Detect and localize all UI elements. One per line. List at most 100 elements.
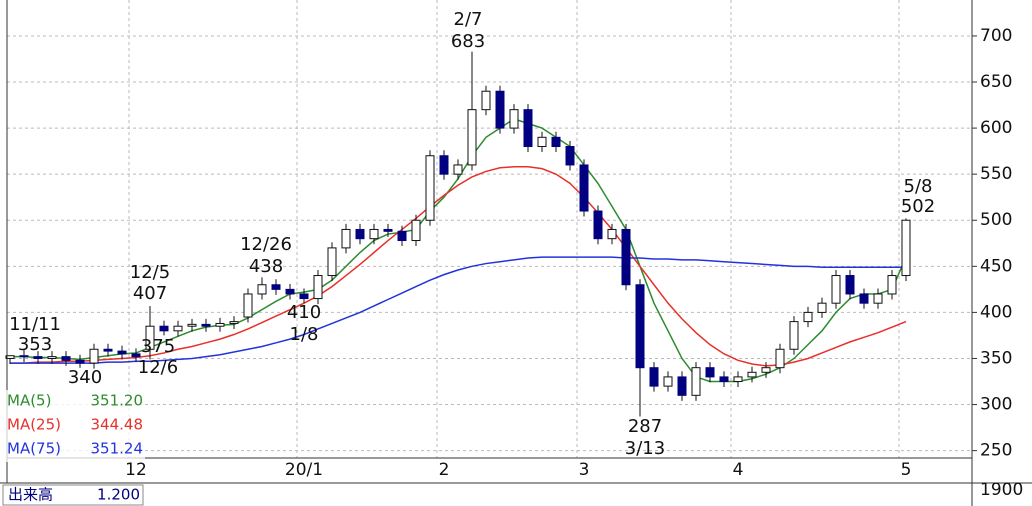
candle-body: [775, 348, 785, 369]
candle-body: [187, 323, 197, 327]
candle-body: [761, 367, 771, 373]
candle-body: [509, 109, 519, 129]
annotation-value: 438: [249, 256, 283, 277]
candle-body: [887, 275, 897, 295]
candle-body: [705, 367, 715, 378]
annotation-value: 407: [133, 283, 167, 304]
candle-body: [817, 302, 827, 313]
legend-value: 351.24: [91, 440, 144, 458]
y-tick-label: 500: [980, 210, 1012, 230]
candle-body: [565, 146, 575, 166]
volume-axis-label: 1900: [980, 480, 1023, 500]
candle-body: [873, 293, 883, 304]
y-tick-label: 650: [980, 72, 1012, 92]
candle-body: [411, 219, 421, 242]
candle-body: [131, 353, 141, 358]
candle-body: [257, 284, 267, 295]
candle-body: [397, 230, 407, 242]
candle-body: [649, 367, 659, 387]
candle-body: [47, 356, 57, 359]
y-tick-label: 600: [980, 118, 1012, 138]
annotation-date: 12/5: [130, 262, 170, 283]
ma-line: [10, 256, 906, 364]
annotation-date: 3/13: [625, 438, 665, 459]
x-tick-label: 20/1: [285, 460, 323, 480]
annotation-value: 340: [68, 367, 102, 388]
candle-body: [369, 228, 379, 240]
volume-value: 1.200: [97, 486, 140, 504]
candle-body: [299, 293, 309, 300]
candle-body: [383, 228, 393, 232]
candle-body: [271, 284, 281, 290]
candle-body: [285, 288, 295, 295]
candle-body: [845, 275, 855, 295]
candle-body: [579, 164, 589, 212]
candle-body: [677, 376, 687, 396]
candle-body: [733, 376, 743, 383]
candle-body: [243, 293, 253, 318]
candle-body: [803, 311, 813, 323]
candles: [5, 51, 911, 417]
candle-body: [229, 321, 239, 324]
x-tick-label: 3: [579, 460, 590, 480]
candle-body: [313, 275, 323, 300]
y-tick-label: 300: [980, 395, 1012, 415]
candle-body: [159, 325, 169, 332]
legend: MA(5) 351.20 MA(25) 344.48 MA(75) 351.24: [7, 392, 143, 458]
annotation-value: 375: [141, 336, 175, 357]
y-tick-label: 400: [980, 302, 1012, 322]
legend-name: MA(25): [7, 416, 61, 434]
candle-body: [453, 164, 463, 175]
annotation-date: 5/8: [904, 176, 933, 197]
ma-line: [10, 166, 907, 367]
candle-body: [173, 325, 183, 332]
candle-body: [719, 376, 729, 383]
legend-name: MA(75): [7, 440, 61, 458]
candle-body: [61, 356, 71, 361]
candle-body: [663, 376, 673, 387]
candle-body: [5, 355, 15, 359]
legend-value: 351.20: [91, 392, 144, 410]
annotation-value: 353: [18, 334, 52, 355]
legend-name: MA(5): [7, 392, 51, 410]
x-tick-label: 4: [733, 460, 744, 480]
annotation-value: 410: [287, 302, 321, 323]
legend-box: [3, 390, 145, 462]
candle-body: [355, 228, 365, 240]
candle-body: [495, 90, 505, 129]
candle-body: [117, 350, 127, 355]
annotation-date: 11/11: [9, 314, 61, 335]
legend-value: 344.48: [91, 416, 144, 434]
y-tick-label: 550: [980, 164, 1012, 184]
candle-body: [201, 323, 211, 327]
candle-body: [859, 293, 869, 304]
candle-body: [327, 247, 337, 277]
annotation-value: 502: [901, 196, 935, 217]
candle-body: [145, 325, 155, 350]
candle-body: [789, 321, 799, 350]
y-tick-label: 250: [980, 441, 1012, 461]
annotation-date: 1/8: [290, 324, 319, 345]
candle-body: [747, 371, 757, 378]
candle-body: [481, 90, 491, 111]
candle-body: [341, 228, 351, 249]
candle-body: [831, 275, 841, 304]
y-tick-label: 350: [980, 348, 1012, 368]
candle-body: [75, 359, 85, 364]
annotation-value: 683: [451, 31, 485, 52]
candle-body: [523, 109, 533, 148]
candle-body: [425, 155, 435, 221]
candle-body: [607, 228, 617, 240]
annotation-date: 12/26: [240, 234, 292, 255]
candle-body: [89, 348, 99, 364]
candle-body: [215, 322, 225, 327]
annotation-date: 2/7: [454, 9, 483, 30]
candle-body: [103, 348, 113, 352]
x-tick-label: 12: [125, 460, 147, 480]
y-tick-label: 450: [980, 256, 1012, 276]
x-tick-label: 5: [901, 460, 912, 480]
volume-label-box: [2, 484, 144, 506]
candle-body: [621, 228, 631, 286]
x-tick-label: 2: [439, 460, 450, 480]
